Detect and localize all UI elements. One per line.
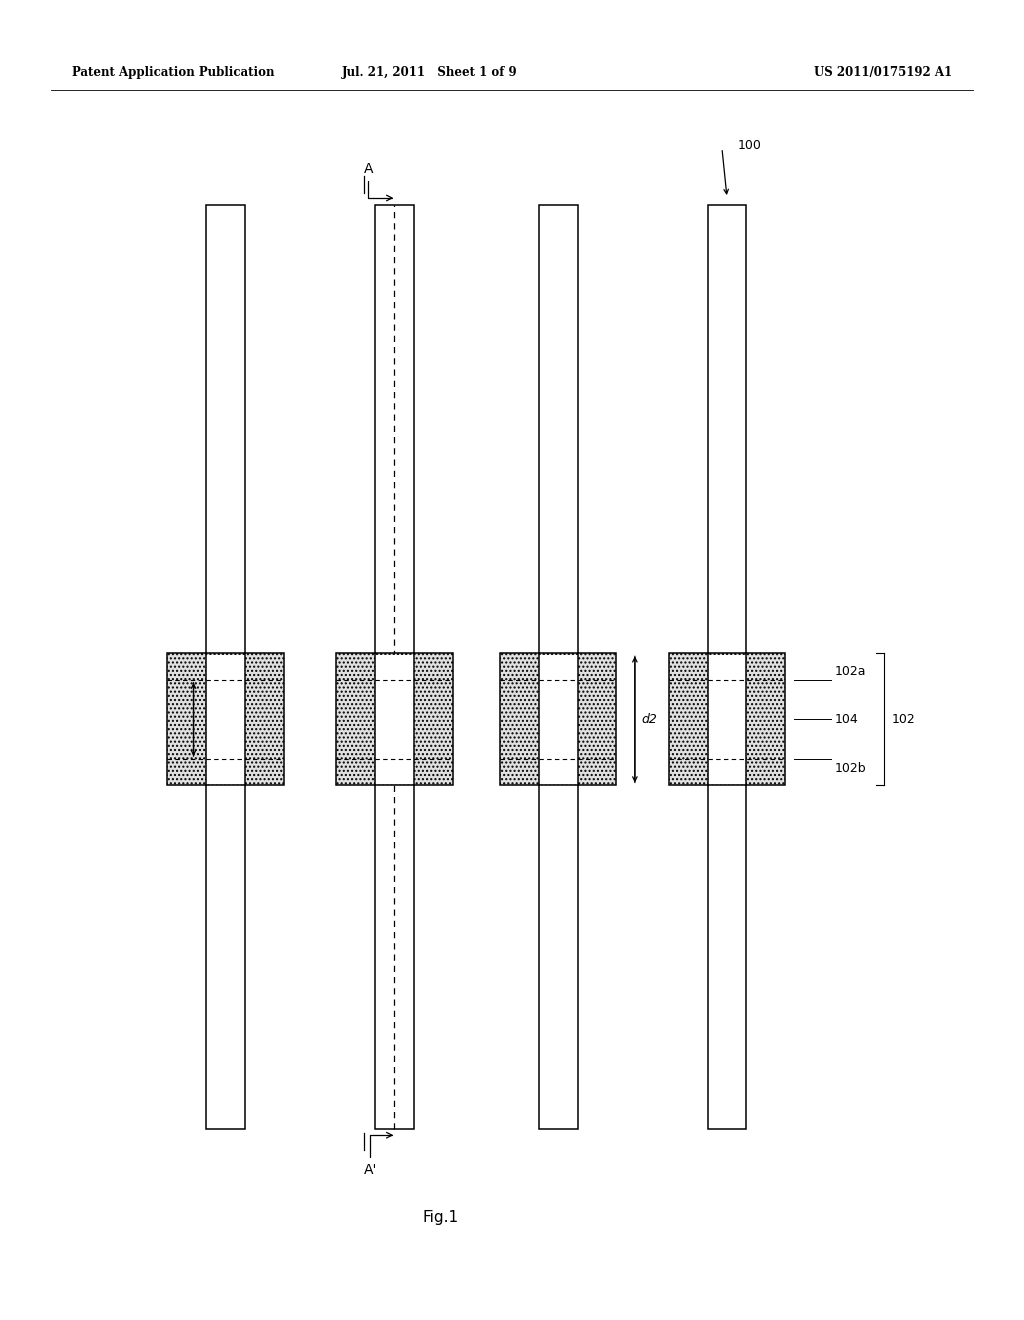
Text: Fig.1: Fig.1 [422,1209,459,1225]
Bar [167,653,284,785]
Text: Jul. 21, 2011   Sheet 1 of 9: Jul. 21, 2011 Sheet 1 of 9 [342,66,518,79]
Bar [206,205,245,1129]
Bar [336,653,453,785]
Bar [375,655,414,784]
Bar [206,655,245,784]
Text: Patent Application Publication: Patent Application Publication [72,66,274,79]
Text: 102b: 102b [835,762,866,775]
Text: A': A' [364,1133,392,1177]
Text: d1: d1 [171,713,187,726]
Bar [539,205,578,1129]
Text: 102a: 102a [835,665,866,678]
Text: US 2011/0175192 A1: US 2011/0175192 A1 [814,66,952,79]
Bar [669,653,785,785]
Bar [708,655,746,784]
Text: 104: 104 [835,713,858,726]
Text: 102: 102 [892,713,915,726]
Text: 100: 100 [737,139,761,152]
Bar [500,653,616,785]
Text: A: A [364,161,392,201]
Bar [539,655,578,784]
Bar [708,205,746,1129]
Text: d2: d2 [641,713,657,726]
Bar [375,205,414,1129]
